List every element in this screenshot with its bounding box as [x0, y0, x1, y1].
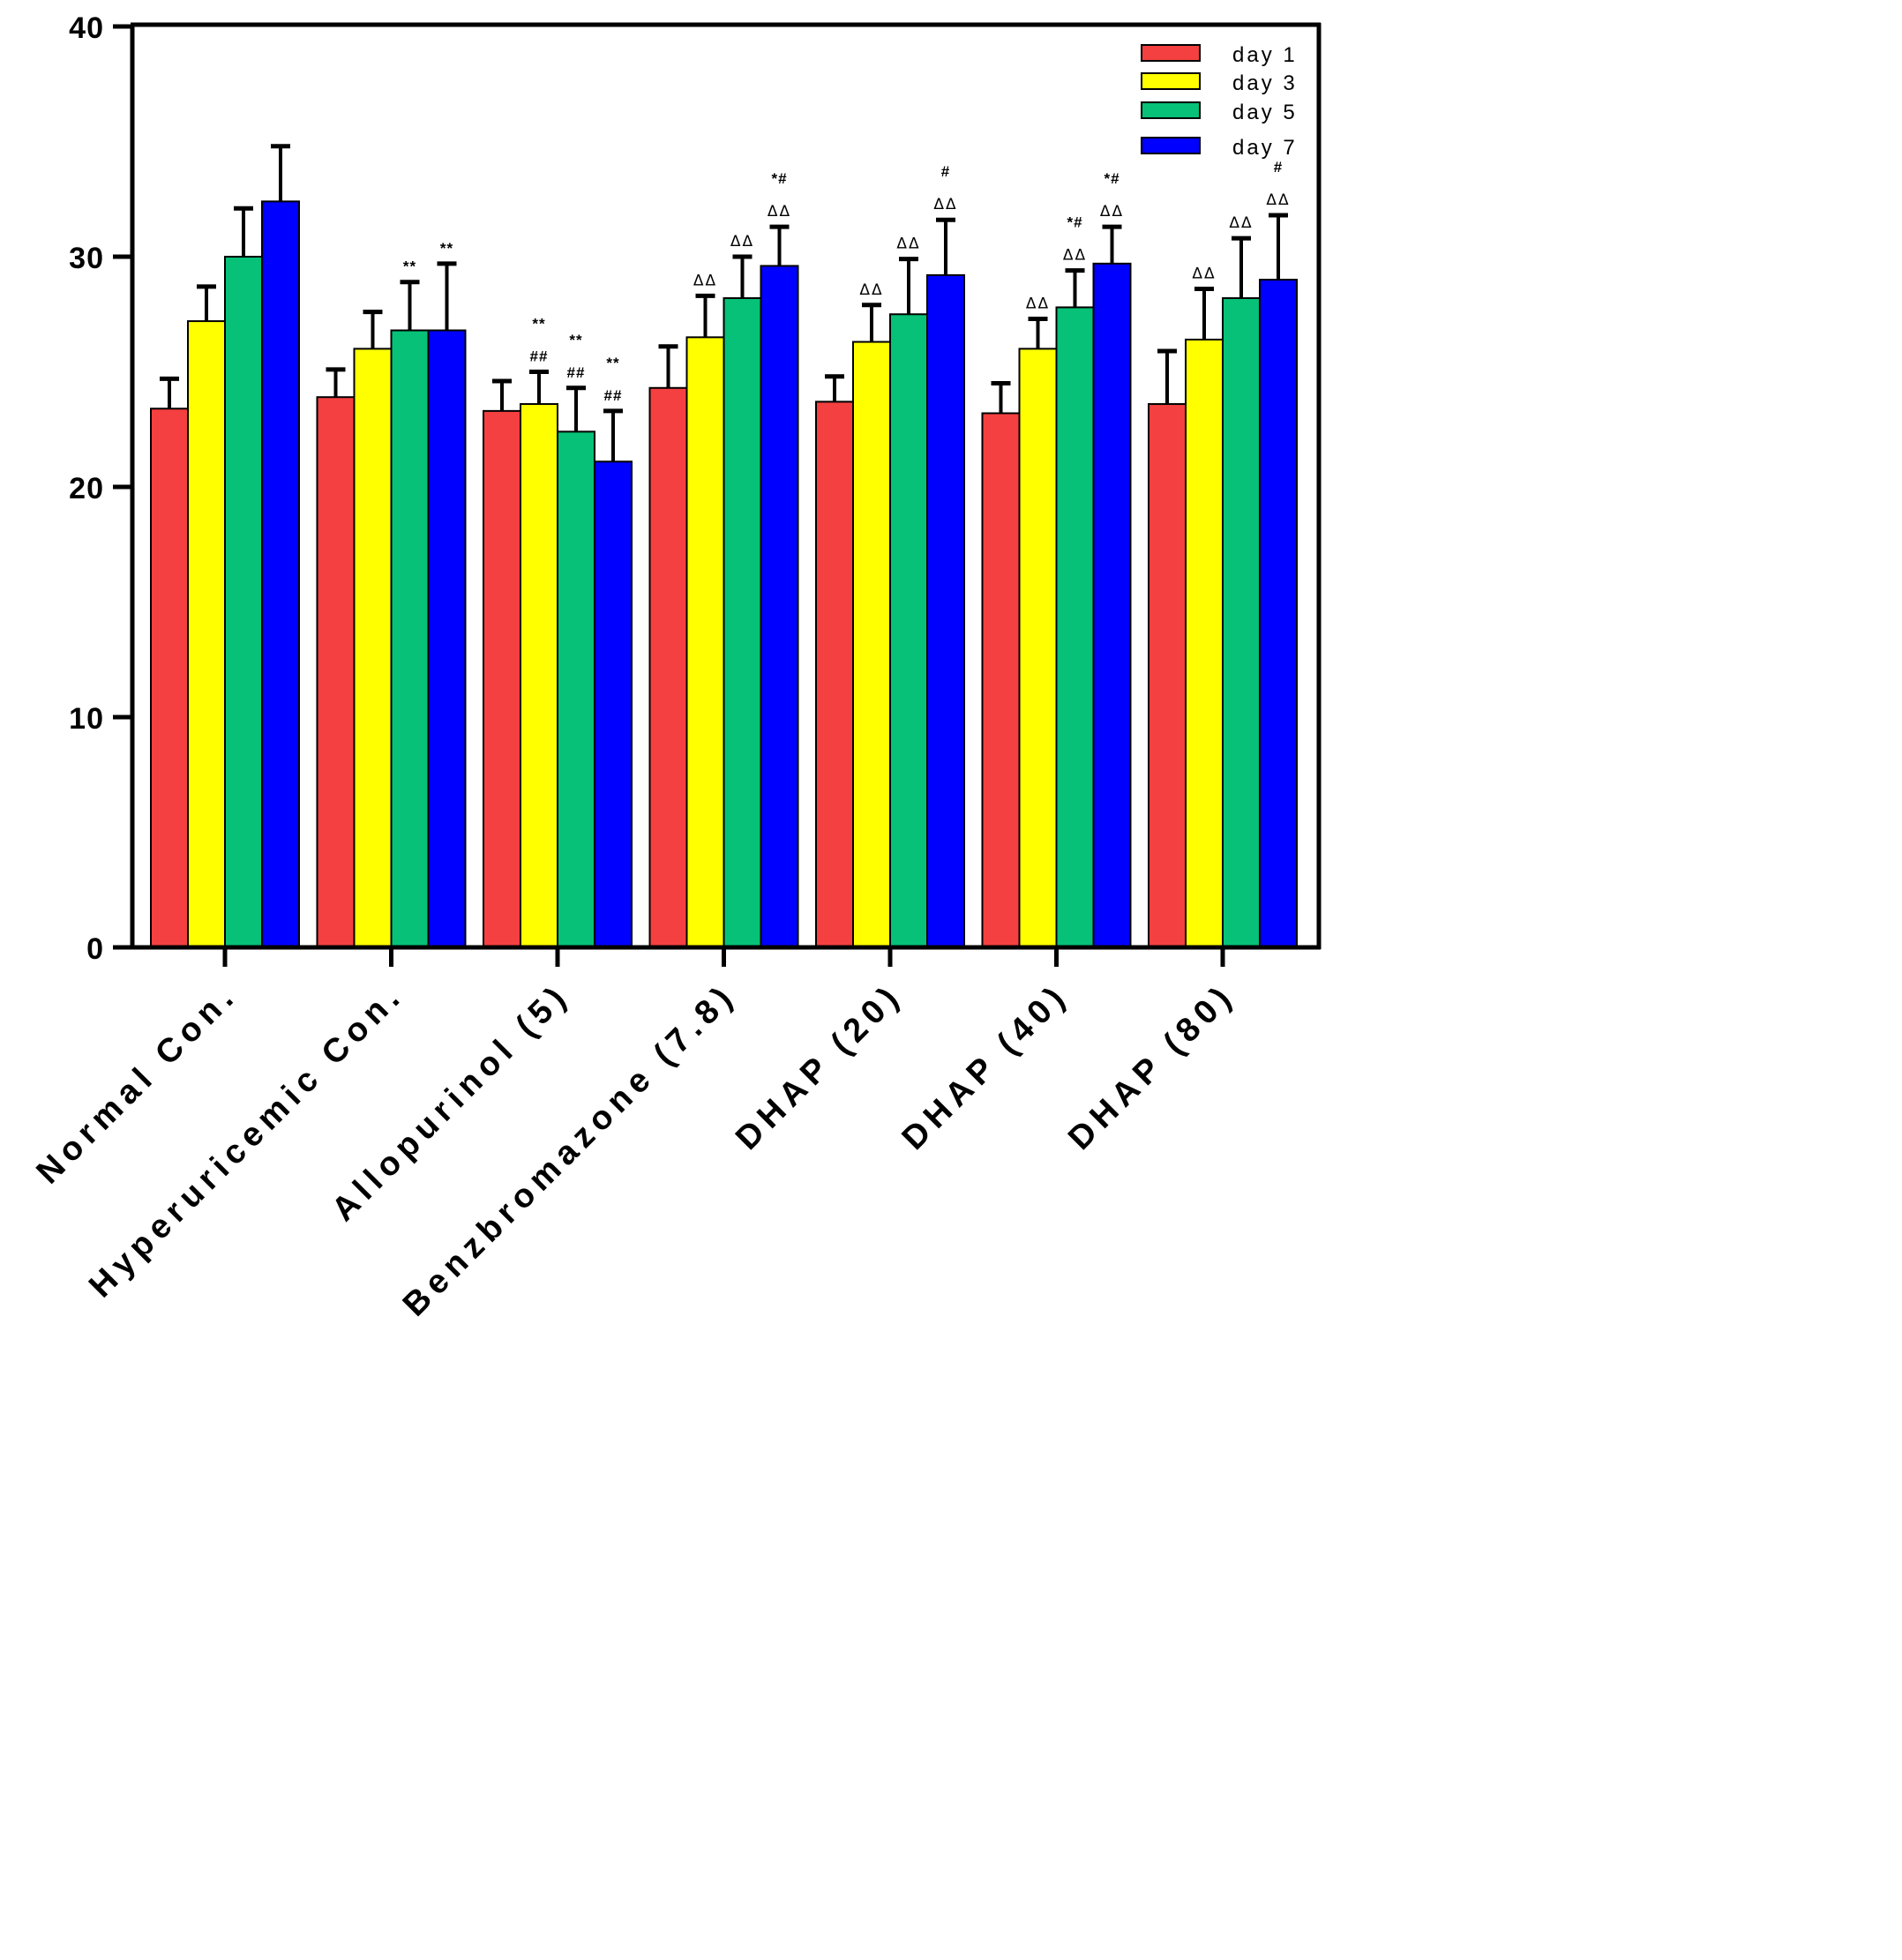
legend-label: day 3	[1232, 71, 1298, 95]
y-tick-label: 0	[86, 932, 104, 966]
error-bars-layer	[160, 144, 1288, 462]
legend: day 1 day 3 day 5 day 7	[1141, 43, 1298, 160]
significance-mark: **	[532, 316, 545, 333]
bar-2-day7	[427, 329, 467, 948]
significance-mark: ΔΔ	[1100, 203, 1124, 221]
bar-2-day1	[316, 396, 356, 948]
bar-5-day7	[926, 273, 965, 948]
y-tick-label: 40	[69, 11, 104, 45]
bar-2-day3	[353, 348, 393, 948]
significance-mark: **	[403, 258, 416, 275]
bar-6-day7	[1092, 262, 1132, 948]
bar-3-day5	[557, 430, 595, 948]
significance-mark: ΔΔ	[768, 203, 791, 221]
legend-swatch-day5	[1141, 101, 1201, 119]
legend-label: day 5	[1232, 101, 1298, 124]
significance-mark: *#	[1104, 170, 1119, 187]
bar-4-day3	[685, 336, 725, 949]
category-label: Benzbromazone (7.8)	[396, 976, 744, 1324]
significance-mark: #	[941, 163, 950, 180]
significance-mark: ΔΔ	[896, 236, 920, 253]
significance-mark: ΔΔ	[1063, 247, 1087, 265]
bar-1-day1	[150, 408, 189, 948]
legend-swatch-day3	[1141, 72, 1201, 90]
bar-3-day1	[483, 409, 521, 948]
bar-1-day3	[187, 320, 226, 948]
bar-5-day5	[889, 313, 928, 948]
significance-mark: ΔΔ	[730, 233, 754, 251]
bar-7-day5	[1222, 296, 1261, 949]
bar-4-day7	[760, 265, 799, 948]
significance-mark: ΔΔ	[693, 272, 717, 289]
significance-mark: ##	[567, 364, 586, 381]
significance-mark: **	[569, 332, 582, 348]
legend-swatch-day1	[1141, 44, 1201, 62]
bar-6-day1	[981, 412, 1021, 949]
significance-mark: *#	[1067, 214, 1082, 231]
significance-mark: ΔΔ	[1026, 295, 1050, 312]
bar-7-day3	[1185, 338, 1224, 948]
category-label: DHAP (40)	[895, 976, 1076, 1157]
category-label: Hyperuricemic Con.	[82, 976, 411, 1305]
axis-ticks	[113, 24, 1225, 967]
category-label: DHAP (80)	[1061, 976, 1242, 1157]
bar-chart: ** ** ** ## ** ## ** ## ΔΔ ΔΔ *# ΔΔ ΔΔ ΔΔ # ΔΔ ΔΔ *# ΔΔ *# Δ…	[29, 11, 1322, 1324]
significance-mark: **	[440, 240, 453, 257]
bar-4-day5	[723, 296, 762, 949]
bar-6-day5	[1055, 306, 1095, 949]
significance-mark: **	[606, 355, 619, 371]
significance-mark: ΔΔ	[859, 281, 883, 299]
bar-1-day5	[224, 256, 263, 948]
significance-mark: ΔΔ	[933, 196, 957, 213]
significance-mark: ΔΔ	[1229, 214, 1253, 232]
significance-annotations: ** ** ** ## ** ## ** ## ΔΔ ΔΔ *# ΔΔ ΔΔ ΔΔ # ΔΔ ΔΔ *# ΔΔ *# Δ…	[403, 159, 1290, 404]
bar-7-day7	[1259, 279, 1298, 949]
legend-label: day 1	[1232, 43, 1298, 67]
bar-6-day3	[1018, 348, 1058, 948]
significance-mark: ΔΔ	[1192, 266, 1216, 283]
y-tick-label: 20	[69, 472, 104, 505]
bar-1-day7	[261, 200, 300, 949]
y-tick-label: 30	[69, 242, 104, 275]
legend-label: day 7	[1232, 136, 1298, 160]
y-tick-label: 10	[69, 702, 104, 736]
significance-mark: *#	[771, 170, 787, 187]
significance-mark: #	[1274, 159, 1283, 176]
bar-3-day7	[594, 460, 633, 948]
legend-swatch-day7	[1141, 137, 1201, 154]
significance-mark: ΔΔ	[1266, 191, 1290, 209]
bar-5-day3	[852, 340, 891, 948]
bar-5-day1	[815, 400, 854, 948]
category-label: DHAP (20)	[729, 976, 910, 1157]
bar-2-day5	[390, 329, 430, 948]
bar-7-day1	[1148, 403, 1187, 949]
bar-3-day3	[520, 403, 558, 949]
bar-4-day1	[648, 386, 688, 948]
significance-mark: ##	[530, 348, 549, 365]
bars-layer	[150, 200, 1298, 949]
significance-mark: ##	[604, 387, 623, 404]
